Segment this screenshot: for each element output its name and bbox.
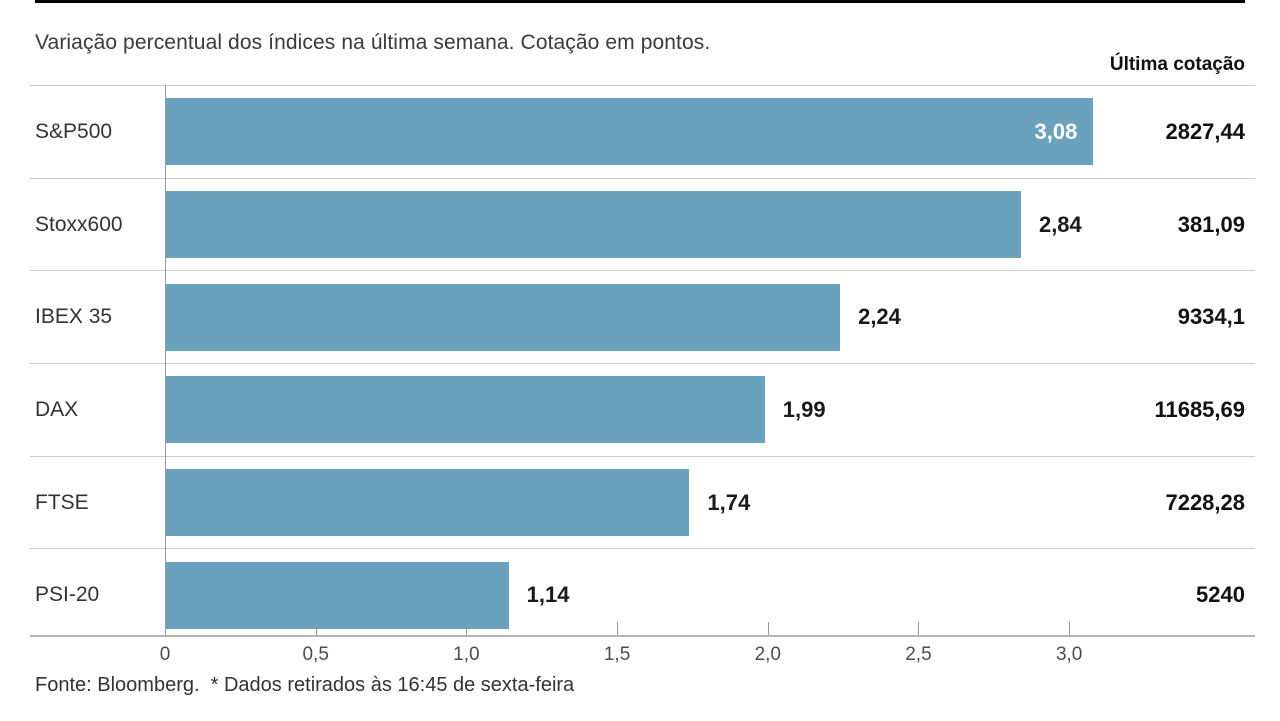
- axis-tick: [918, 622, 920, 635]
- axis-tick: [315, 622, 317, 635]
- plot-area: 2,24: [165, 271, 1250, 363]
- category-label: IBEX 35: [35, 305, 113, 329]
- chart-row: IBEX 35 2,24 9334,1: [30, 270, 1255, 363]
- last-quote-value: 11685,69: [1154, 396, 1245, 422]
- chart-row: PSI-20 1,14 5240: [30, 548, 1255, 641]
- category-label: PSI-20: [35, 583, 100, 607]
- axis-tick-label: 0: [159, 644, 171, 665]
- plot-area: 3,08: [165, 86, 1250, 178]
- last-quote-value: 5240: [1196, 582, 1245, 608]
- chart-row: Stoxx600 2,84 381,09: [30, 177, 1255, 271]
- bar-value-label: 1,14: [526, 582, 570, 608]
- category-label: FTSE: [35, 490, 89, 514]
- source-note: Fonte: Bloomberg. * Dados retirados às 1…: [35, 674, 575, 696]
- axis-tick-label: 2,5: [905, 644, 932, 665]
- bar-value-label: 1,99: [782, 396, 826, 422]
- x-axis-line: [30, 635, 1255, 637]
- plot-area: 1,74: [165, 457, 1250, 549]
- plot-area: 2,84: [165, 179, 1250, 271]
- chart-row: DAX 1,99 11685,69: [30, 363, 1255, 456]
- axis-tick-label: 1,0: [453, 644, 480, 665]
- bar-value-label: 3,08: [1034, 118, 1078, 144]
- top-rule: [35, 0, 1245, 3]
- axis-tick-label: 3,0: [1055, 644, 1083, 665]
- quote-column-header: Última cotação: [1109, 54, 1245, 75]
- axis-tick-label: 1,5: [603, 644, 631, 665]
- bar: [165, 561, 509, 629]
- x-axis: 0 0,5 1,0 1,5 2,0 2,5 3,0: [160, 622, 1250, 675]
- bar-value-label: 2,84: [1038, 211, 1082, 237]
- category-label: DAX: [35, 397, 79, 421]
- axis-tick: [617, 622, 619, 635]
- chart-body: S&P500 3,08 2827,44 Stoxx600 2,84 381,09…: [30, 85, 1255, 641]
- bar-value-label: 2,24: [858, 304, 901, 330]
- zero-axis-line: [165, 85, 166, 635]
- bar: [165, 469, 690, 537]
- last-quote-value: 381,09: [1177, 211, 1245, 237]
- last-quote-value: 2827,44: [1165, 118, 1245, 144]
- last-quote-value: 7228,28: [1165, 489, 1245, 515]
- axis-tick: [767, 622, 769, 635]
- bar-value-label: 1,74: [707, 489, 751, 515]
- bar: [165, 191, 1021, 259]
- bar: [165, 283, 841, 351]
- last-quote-value: 9334,1: [1177, 304, 1245, 330]
- axis-tick-label: 0,5: [302, 644, 329, 665]
- chart-title: Variação percentual dos índices na últim…: [35, 31, 711, 54]
- chart-row: S&P500 3,08 2827,44: [30, 85, 1255, 178]
- axis-tick: [466, 622, 468, 635]
- category-label: S&P500: [35, 119, 113, 143]
- bar: [165, 376, 765, 444]
- category-label: Stoxx600: [35, 212, 123, 236]
- plot-area: 1,99: [165, 364, 1250, 456]
- plot-area: 1,14: [165, 549, 1250, 641]
- bar: 3,08: [165, 98, 1094, 166]
- chart-row: FTSE 1,74 7228,28: [30, 455, 1255, 549]
- axis-tick: [1069, 622, 1071, 635]
- axis-tick: [165, 622, 166, 635]
- axis-tick-label: 2,0: [754, 644, 781, 665]
